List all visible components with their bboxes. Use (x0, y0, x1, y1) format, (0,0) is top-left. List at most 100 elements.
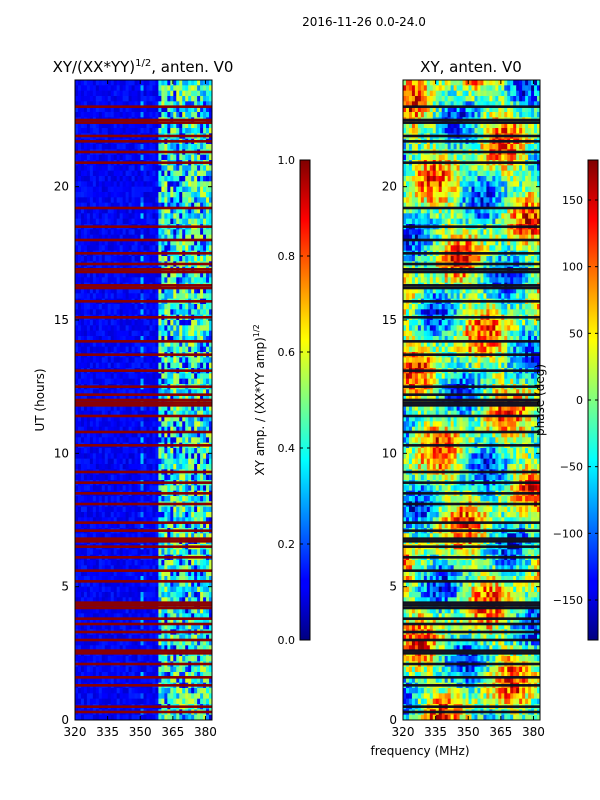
heatmap-cell (92, 202, 97, 209)
heatmap-cell (101, 112, 106, 118)
heatmap-cell (113, 106, 118, 113)
heatmap-cell (116, 586, 121, 593)
heatmap-cell (83, 453, 88, 460)
heatmap-cell (149, 112, 153, 118)
heatmap-cell (83, 405, 88, 412)
heatmap-cell (203, 458, 207, 465)
heatmap-cell (179, 325, 183, 332)
heatmap-cell (164, 170, 168, 177)
heatmap-cell (89, 240, 94, 246)
heatmap-cell (95, 416, 100, 422)
heatmap-cell (122, 202, 127, 209)
heatmap-cell (107, 304, 112, 310)
heatmap-cell (191, 336, 195, 342)
heatmap-cell (128, 218, 132, 225)
heatmap-cell (146, 389, 150, 396)
heatmap-cell (128, 506, 132, 513)
heatmap-cell (176, 506, 180, 513)
heatmap-cell (158, 533, 162, 540)
heatmap-cell (110, 320, 115, 326)
panel-amplitude-heatmap (75, 80, 212, 720)
heatmap-cell (170, 176, 174, 182)
heatmap-cell (191, 506, 195, 513)
heatmap-cell (170, 128, 174, 134)
heatmap-cell (188, 197, 192, 204)
heatmap-cell (113, 101, 118, 108)
heatmap-cell (143, 549, 147, 556)
heatmap-cell (107, 176, 112, 182)
heatmap-cell (194, 245, 198, 252)
heatmap-cell (149, 256, 153, 262)
heatmap-cell (206, 592, 210, 598)
heatmap-cell (140, 581, 144, 588)
heatmap-cell (179, 517, 183, 524)
heatmap-cell (104, 597, 109, 604)
heatmap-cell (122, 448, 127, 454)
heatmap-cell (86, 437, 91, 444)
heatmap-cell (182, 362, 186, 369)
heatmap-cell (206, 245, 210, 252)
heatmap-cell (143, 106, 147, 113)
heatmap-cell (203, 576, 207, 582)
heatmap-cell (134, 330, 138, 337)
heatmap-cell (107, 576, 112, 582)
heatmap-cell (173, 517, 177, 524)
heatmap-cell (188, 101, 192, 108)
heatmap-cell (179, 485, 183, 492)
heatmap-cell (179, 85, 183, 92)
heatmap-cell (113, 597, 118, 604)
heatmap-cell (182, 432, 186, 438)
heatmap-cell (179, 234, 183, 241)
heatmap-cell (194, 106, 198, 113)
heatmap-cell (206, 362, 210, 369)
heatmap-cell (146, 645, 150, 652)
heatmap-cell (86, 581, 91, 588)
heatmap-cell (131, 330, 135, 337)
heatmap-cell (197, 362, 201, 369)
heatmap-cell (131, 533, 135, 540)
heatmap-cell (203, 277, 207, 284)
heatmap-cell (158, 378, 162, 385)
heatmap-cell (179, 154, 183, 161)
heatmap-cell (161, 410, 165, 417)
heatmap-cell (110, 416, 115, 422)
heatmap-cell (203, 336, 207, 342)
heatmap-cell (179, 506, 183, 513)
heatmap-cell (164, 426, 168, 433)
heatmap-cell (194, 416, 198, 422)
heatmap-cell (182, 80, 186, 86)
heatmap-cell (149, 485, 153, 492)
heatmap-cell (125, 122, 130, 129)
heatmap-cell (161, 421, 165, 428)
heatmap-cell (131, 234, 135, 241)
heatmap-cell (137, 192, 141, 198)
heatmap-cell (104, 213, 109, 220)
heatmap-cell (137, 85, 141, 92)
heatmap-cell (197, 517, 201, 524)
heatmap-cell (203, 592, 207, 598)
heatmap-cell (134, 656, 138, 662)
heatmap-cell (80, 197, 85, 204)
heatmap-cell (77, 549, 82, 556)
heatmap-cell (179, 613, 183, 620)
heatmap-cell (122, 597, 127, 604)
heatmap-cell (77, 496, 82, 502)
heatmap-cell (149, 581, 153, 588)
heatmap-cell (173, 432, 177, 438)
heatmap-cell (164, 570, 168, 577)
heatmap-cell (158, 570, 162, 577)
heatmap-cell (104, 618, 109, 625)
heatmap-cell (122, 437, 127, 444)
heatmap-cell (140, 549, 144, 556)
heatmap-cell (137, 506, 141, 513)
heatmap-cell (182, 128, 186, 134)
heatmap-cell (149, 549, 153, 556)
heatmap-cell (191, 474, 195, 481)
heatmap-cell (75, 640, 79, 646)
heatmap-cell (140, 122, 144, 129)
heatmap-cell (194, 304, 198, 310)
heatmap-cell (80, 309, 85, 316)
heatmap-cell (92, 234, 97, 241)
heatmap-cell (101, 101, 106, 108)
heatmap-cell (75, 645, 79, 652)
